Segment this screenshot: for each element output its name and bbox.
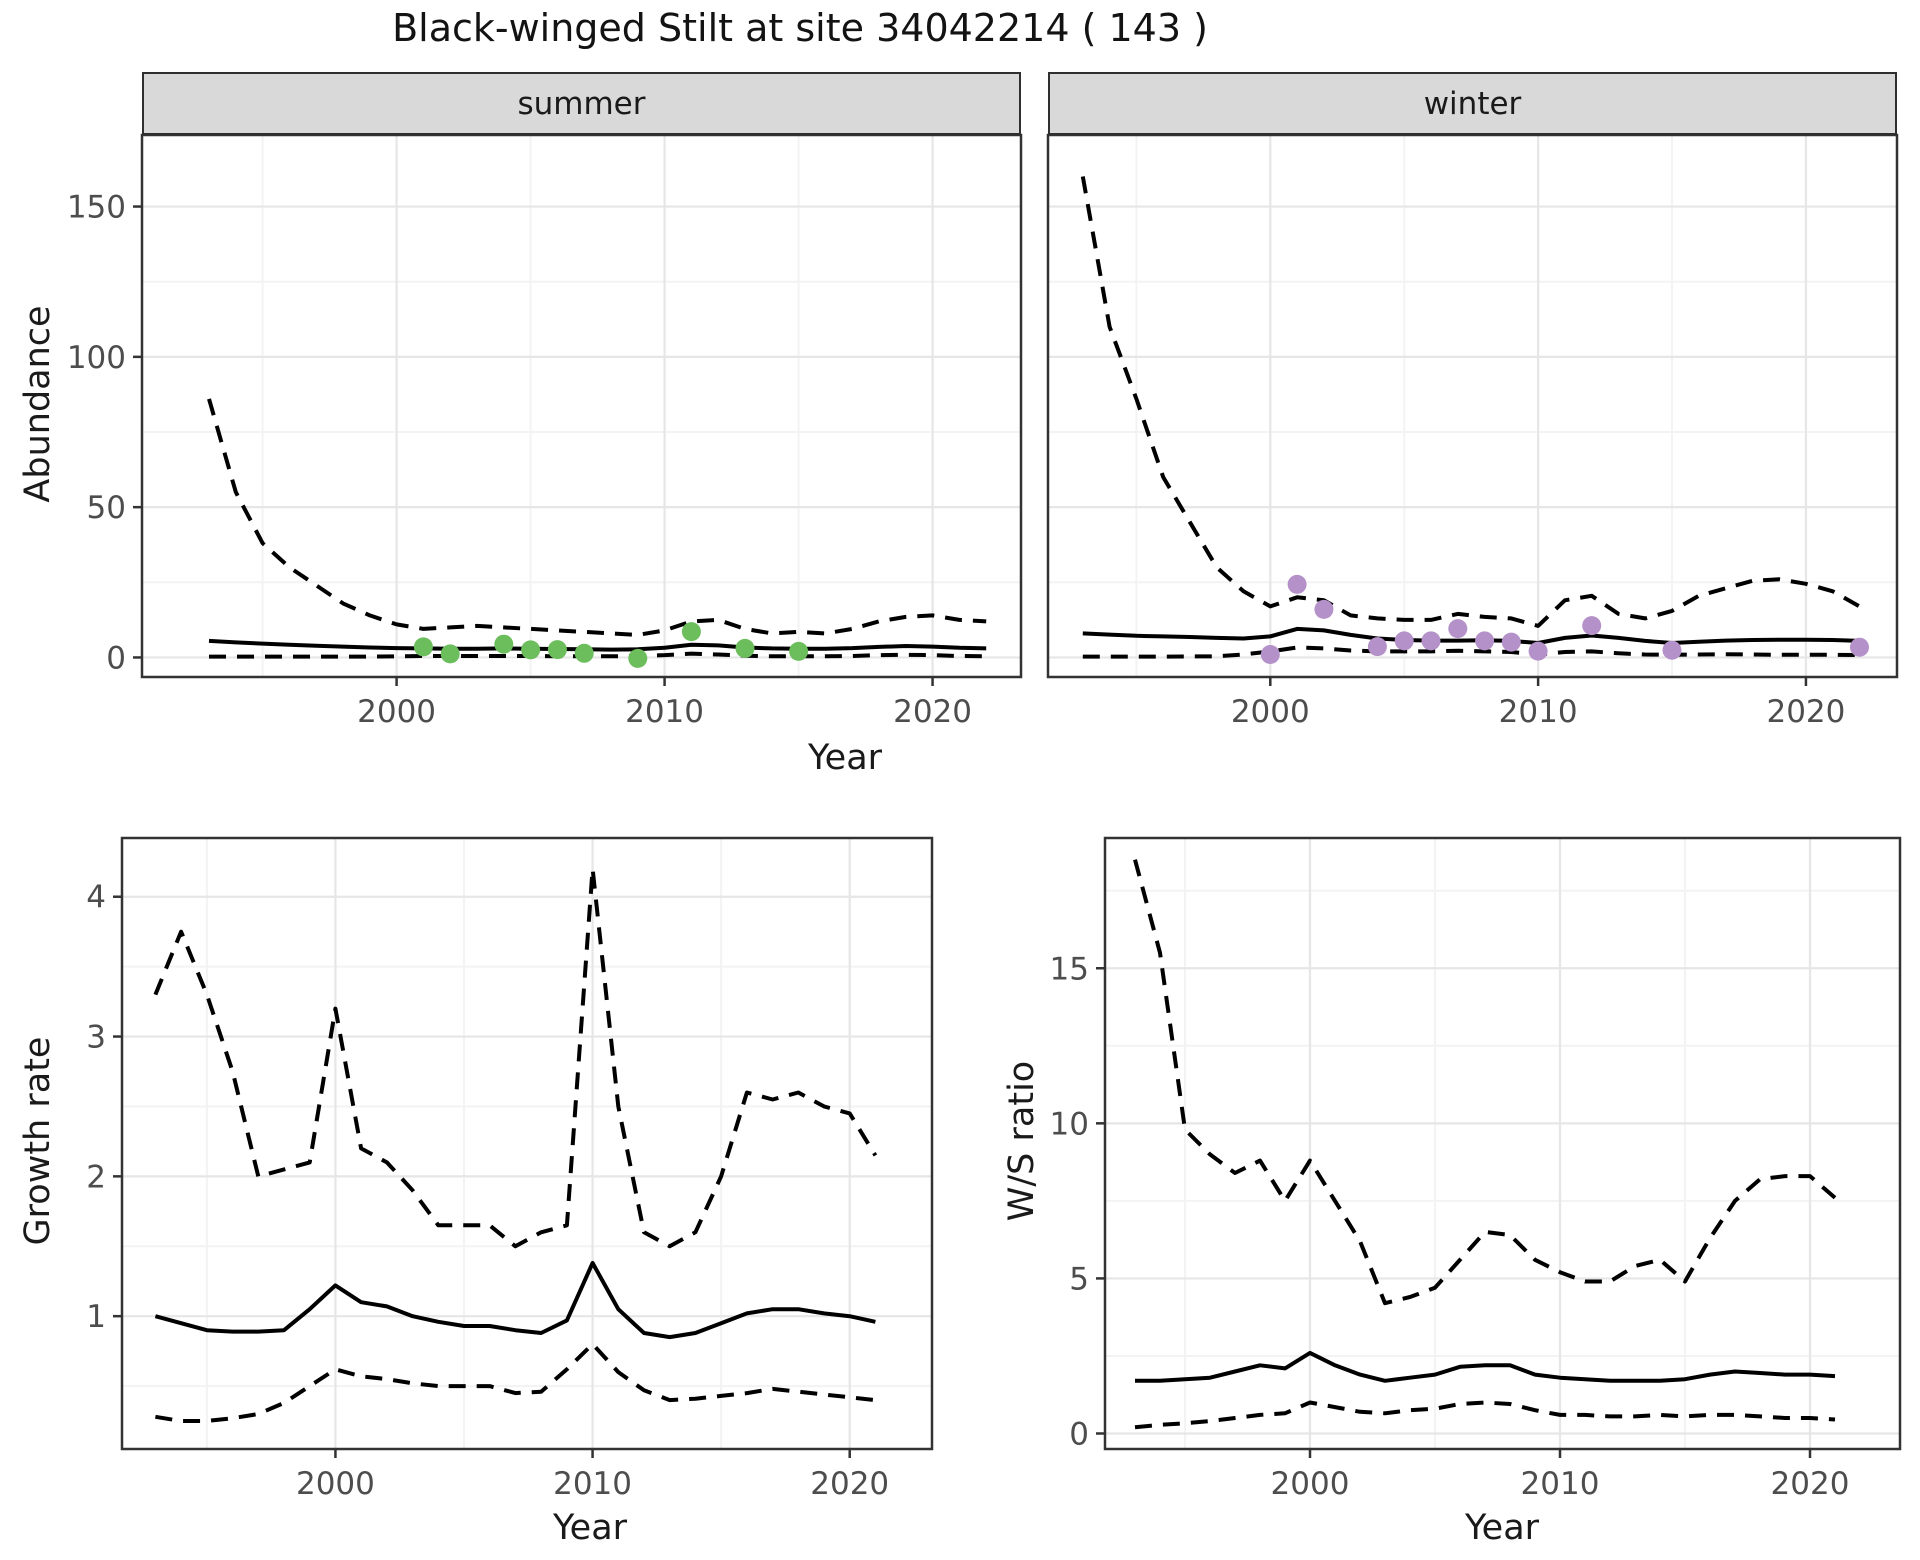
x-tick-label: 2020 — [1771, 1466, 1850, 1502]
upper-ci-line — [1080, 176, 1861, 628]
panel-border — [120, 836, 934, 1451]
data-point — [789, 641, 809, 661]
data-point — [1501, 632, 1521, 652]
y-tick-label: 15 — [1050, 951, 1089, 987]
growth-year-axis-title: Year — [552, 1508, 628, 1548]
facet-strip-summer-label: summer — [517, 85, 646, 122]
upper-ci-line — [207, 398, 987, 637]
upper-ci-line — [1133, 859, 1837, 1306]
lower-ci-line — [1082, 645, 1860, 659]
lower-ci-line — [209, 651, 987, 659]
y-tick-label: 150 — [67, 190, 126, 226]
data-point — [1582, 616, 1602, 636]
panel-background — [122, 838, 932, 1449]
data-point — [1421, 631, 1441, 651]
top-year-axis-title: Year — [807, 738, 883, 778]
x-tick-label: 2000 — [1271, 1466, 1350, 1502]
y-tick-label: 100 — [67, 340, 126, 376]
fit-line — [208, 638, 987, 652]
data-point — [735, 638, 755, 658]
panel-background — [142, 135, 1021, 677]
data-point — [494, 634, 514, 654]
fit-line — [154, 1261, 876, 1340]
summer-panel: 2000 2010 2020 0 50 100 150 — [67, 133, 1023, 730]
data-point — [547, 640, 567, 660]
data-point — [521, 640, 541, 660]
facet-strip-summer: summer — [142, 72, 1021, 135]
y-tick-label: 3 — [86, 1020, 106, 1056]
lower-ci-line — [155, 1342, 876, 1423]
x-tick-label: 2000 — [1231, 694, 1310, 730]
facet-strip-winter-label: winter — [1423, 85, 1522, 122]
data-point — [1394, 631, 1414, 651]
data-point — [1475, 631, 1495, 651]
data-point — [413, 637, 433, 657]
data-point — [1314, 599, 1334, 619]
data-point — [1287, 574, 1307, 594]
x-tick-label: 2000 — [296, 1466, 375, 1502]
growth-rate-axis-title: Growth rate — [18, 1036, 58, 1246]
data-point — [1260, 645, 1280, 664]
x-tick-label: 2020 — [1766, 694, 1845, 730]
x-tick-label: 2000 — [357, 694, 436, 730]
y-tick-label: 5 — [1069, 1261, 1089, 1297]
abundance-axis-title: Abundance — [18, 305, 58, 503]
panel-border — [140, 133, 1023, 679]
data-point — [628, 648, 648, 668]
y-tick-label: 1 — [86, 1299, 106, 1335]
panel-border — [1046, 133, 1899, 679]
y-tick-label: 0 — [106, 640, 126, 676]
upper-ci-line — [153, 866, 878, 1249]
y-tick-label: 4 — [86, 880, 106, 916]
x-tick-label: 2010 — [1499, 694, 1578, 730]
lower-ci-line — [1134, 1400, 1836, 1430]
winter-panel: 2000 2010 2020 — [1046, 133, 1899, 730]
panel-background — [1105, 838, 1900, 1449]
x-tick-label: 2010 — [553, 1466, 632, 1502]
fit-line — [1135, 1350, 1836, 1383]
panel-border — [1103, 836, 1902, 1451]
data-point — [1367, 637, 1387, 657]
data-point — [440, 644, 460, 664]
data-point — [1448, 619, 1468, 639]
chart-title: Black-winged Stilt at site 34042214 ( 14… — [392, 6, 1208, 50]
panel-background — [1048, 135, 1897, 677]
ratio-axis-title: W/S ratio — [1002, 1060, 1042, 1222]
data-point — [1662, 640, 1682, 660]
data-point — [681, 622, 701, 642]
y-tick-label: 50 — [87, 490, 126, 526]
y-tick-label: 2 — [86, 1159, 106, 1195]
growth-rate-panel: 2000 2010 2020 1 2 3 4 — [86, 836, 934, 1502]
x-tick-label: 2010 — [625, 694, 704, 730]
fit-line — [1082, 626, 1860, 645]
data-point — [574, 643, 594, 663]
x-tick-label: 2020 — [893, 694, 972, 730]
y-tick-label: 10 — [1050, 1106, 1089, 1142]
x-tick-label: 2020 — [810, 1466, 889, 1502]
data-point — [1850, 637, 1869, 657]
w-s-ratio-panel: 2000 2010 2020 0 5 10 15 — [1050, 836, 1902, 1502]
ratio-year-axis-title: Year — [1464, 1508, 1540, 1548]
data-point — [1528, 641, 1548, 661]
facet-strip-winter: winter — [1048, 72, 1897, 135]
x-tick-label: 2010 — [1521, 1466, 1600, 1502]
y-tick-label: 0 — [1069, 1416, 1089, 1452]
